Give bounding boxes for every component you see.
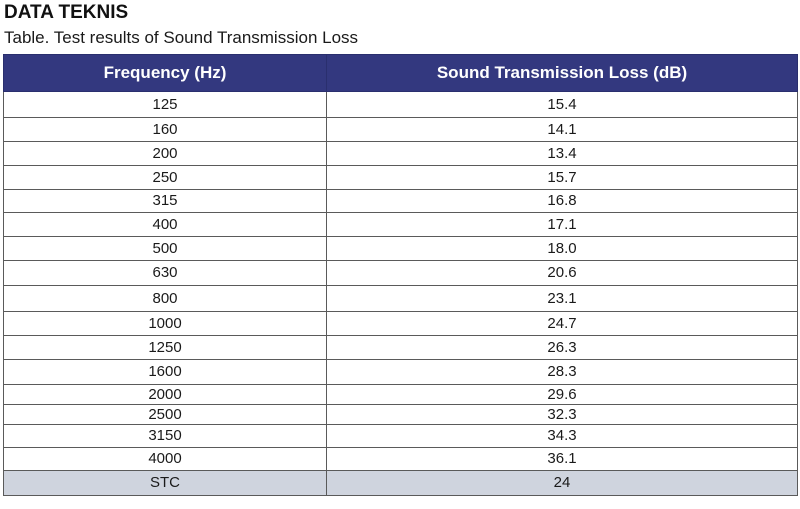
- frequency-cell: 1000: [3, 311, 327, 336]
- frequency-cell: 250: [3, 165, 327, 190]
- table-header: Frequency (Hz) Sound Transmission Loss (…: [3, 54, 798, 92]
- stl-value-cell: 23.1: [326, 285, 798, 312]
- column-header-frequency: Frequency (Hz): [3, 54, 327, 92]
- stl-value-cell: 14.1: [326, 117, 798, 142]
- table-row: 2500 32.3: [3, 404, 798, 425]
- table-row: 1600 28.3: [3, 359, 798, 385]
- table-footer: STC 24: [3, 470, 798, 496]
- table-row: 1000 24.7: [3, 311, 798, 336]
- stl-value-cell: 16.8: [326, 189, 798, 213]
- stl-value-cell: 24.7: [326, 311, 798, 336]
- frequency-cell: 630: [3, 260, 327, 286]
- frequency-cell: 125: [3, 91, 327, 118]
- stl-value-cell: 26.3: [326, 335, 798, 360]
- table-row: 160 14.1: [3, 117, 798, 142]
- page-title: DATA TEKNIS: [4, 2, 129, 23]
- frequency-cell: 200: [3, 141, 327, 166]
- stl-value-cell: 28.3: [326, 359, 798, 385]
- stl-value-cell: 15.4: [326, 91, 798, 118]
- table-row: 500 18.0: [3, 236, 798, 261]
- table-row: 800 23.1: [3, 285, 798, 312]
- stl-value-cell: 34.3: [326, 424, 798, 448]
- frequency-cell: 500: [3, 236, 327, 261]
- frequency-cell: 800: [3, 285, 327, 312]
- table-caption: Table. Test results of Sound Transmissio…: [4, 28, 359, 47]
- stc-value-cell: 24: [326, 470, 798, 496]
- table-row: 4000 36.1: [3, 447, 798, 471]
- stl-value-cell: 36.1: [326, 447, 798, 471]
- sound-transmission-loss-table: Frequency (Hz) Sound Transmission Loss (…: [3, 54, 798, 496]
- frequency-cell: 1250: [3, 335, 327, 360]
- stc-label-cell: STC: [3, 470, 327, 496]
- stl-value-cell: 15.7: [326, 165, 798, 190]
- column-header-sound-transmission-loss: Sound Transmission Loss (dB): [326, 54, 798, 92]
- frequency-cell: 2500: [3, 404, 327, 425]
- stl-value-cell: 32.3: [326, 404, 798, 425]
- table-row: 3150 34.3: [3, 424, 798, 448]
- stc-row: STC 24: [3, 470, 798, 496]
- table-row: 250 15.7: [3, 165, 798, 190]
- frequency-cell: 2000: [3, 384, 327, 405]
- table-row: 2000 29.6: [3, 384, 798, 405]
- stl-value-cell: 29.6: [326, 384, 798, 405]
- frequency-cell: 3150: [3, 424, 327, 448]
- stl-value-cell: 17.1: [326, 212, 798, 237]
- stl-value-cell: 18.0: [326, 236, 798, 261]
- stl-value-cell: 20.6: [326, 260, 798, 286]
- frequency-cell: 1600: [3, 359, 327, 385]
- stl-value-cell: 13.4: [326, 141, 798, 166]
- table-header-row: Frequency (Hz) Sound Transmission Loss (…: [3, 54, 798, 92]
- table-row: 315 16.8: [3, 189, 798, 213]
- frequency-cell: 4000: [3, 447, 327, 471]
- table-body: 125 15.4 160 14.1 200 13.4 250 15.7 315 16.8 400 17…: [3, 91, 798, 471]
- table-row: 200 13.4: [3, 141, 798, 166]
- table-row: 400 17.1: [3, 212, 798, 237]
- frequency-cell: 400: [3, 212, 327, 237]
- table-row: 1250 26.3: [3, 335, 798, 360]
- table-row: 630 20.6: [3, 260, 798, 286]
- table-row: 125 15.4: [3, 91, 798, 118]
- frequency-cell: 160: [3, 117, 327, 142]
- frequency-cell: 315: [3, 189, 327, 213]
